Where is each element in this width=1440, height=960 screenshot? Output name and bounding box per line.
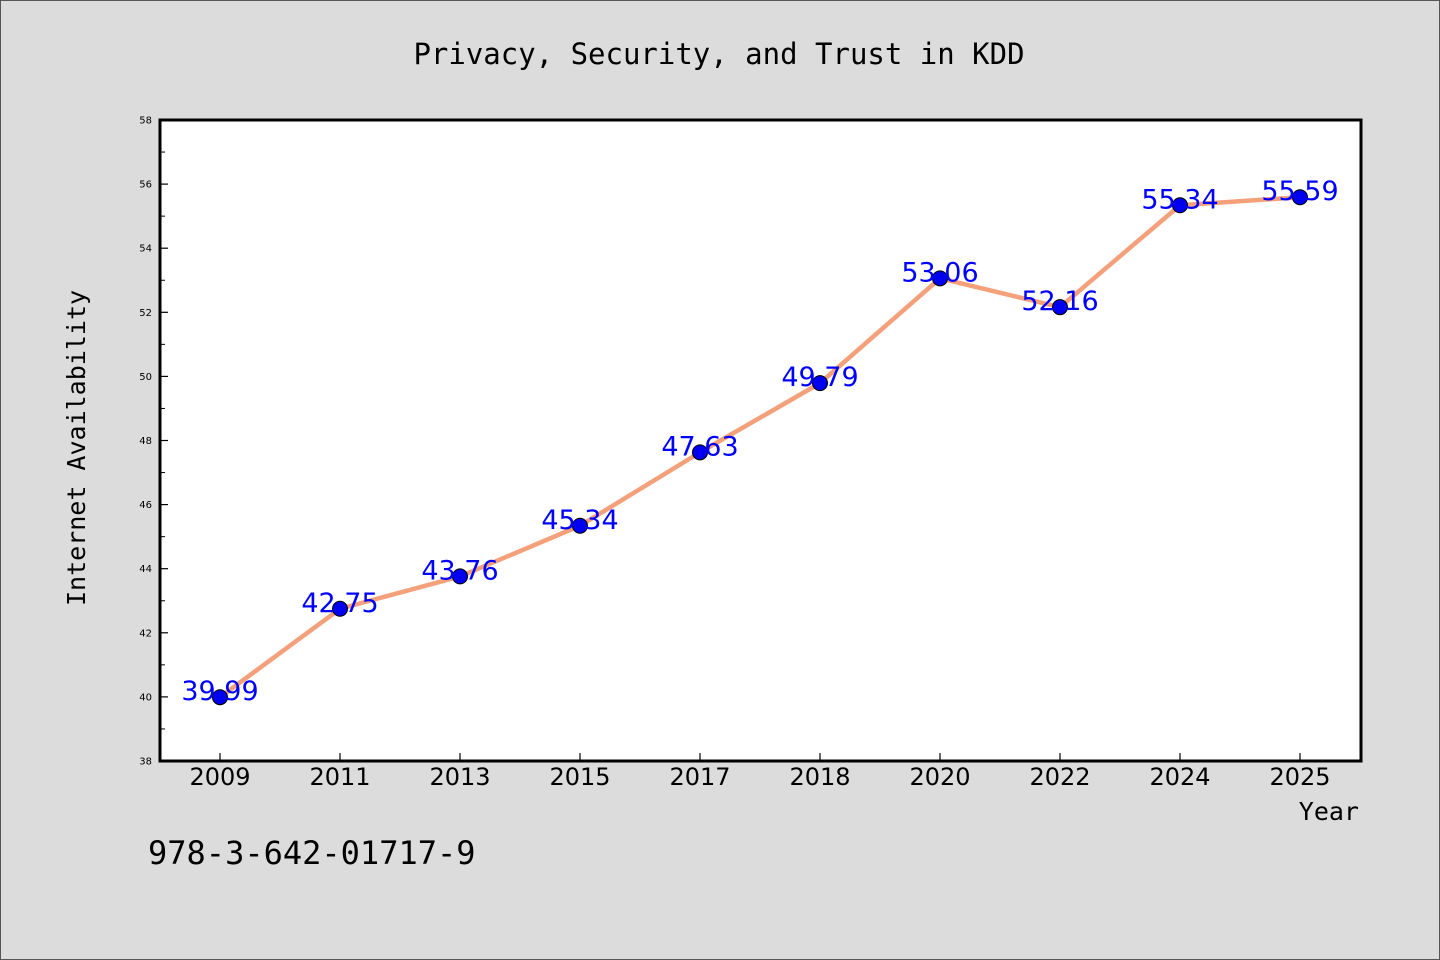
- chart-title: Privacy, Security, and Trust in KDD: [413, 37, 1024, 71]
- x-tick-label: 2025: [1269, 763, 1330, 791]
- data-label: 45.34: [541, 505, 618, 536]
- y-tick-label: 52: [139, 308, 152, 319]
- y-tick-label: 42: [139, 628, 152, 639]
- y-tick-label: 46: [139, 500, 152, 511]
- data-point: [332, 600, 348, 617]
- plot-area: [158, 118, 1363, 763]
- y-axis-label: Internet Availability: [62, 290, 91, 606]
- data-point: [212, 689, 228, 706]
- data-label: 55.59: [1261, 176, 1338, 207]
- x-tick-label: 2017: [669, 763, 730, 791]
- x-tick-label: 2009: [189, 763, 250, 791]
- y-tick-label: 44: [139, 564, 152, 575]
- data-labels: 39.99 42.75 43.76 45.34 47.63 49.79 53.06 52.16…: [181, 176, 1338, 707]
- data-point: [572, 517, 588, 534]
- x-tick-label: 2018: [789, 763, 850, 791]
- x-tick-label: 2011: [309, 763, 370, 791]
- data-point: [1172, 197, 1188, 214]
- series-markers: [212, 189, 1308, 706]
- data-label: 53.06: [901, 257, 978, 288]
- data-label: 43.76: [421, 555, 498, 586]
- series-line: [217, 194, 1303, 700]
- y-tick-label: 48: [139, 436, 152, 447]
- data-label: 39.99: [181, 676, 258, 707]
- data-label: 55.34: [1141, 184, 1218, 215]
- x-tick-label: 2020: [909, 763, 970, 791]
- y-tick-label: 54: [139, 244, 152, 255]
- x-tick-label: 2015: [549, 763, 610, 791]
- data-label: 47.63: [661, 431, 738, 462]
- x-axis-label: Year: [1299, 797, 1359, 826]
- data-point: [1292, 189, 1308, 206]
- y-tick-label: 40: [139, 692, 152, 703]
- data-point: [692, 444, 708, 461]
- footer-isbn: 978-3-642-01717-9: [148, 834, 476, 872]
- x-axis: 2009 2011 2013 2015 2017 2018 2020 2022 2024 2025: [189, 753, 1331, 791]
- data-point: [812, 375, 828, 392]
- data-label: 49.79: [781, 362, 858, 393]
- y-tick-label: 58: [139, 116, 152, 127]
- y-tick-label: 38: [139, 757, 152, 768]
- data-point: [1052, 299, 1068, 316]
- series-line-group: [217, 194, 1303, 700]
- y-axis: 38 40 42 44 46 48 50 52 54 56 58: [139, 116, 168, 768]
- data-label: 42.75: [301, 588, 378, 619]
- data-point: [932, 270, 948, 287]
- y-tick-label: 50: [139, 372, 152, 383]
- data-point: [452, 568, 468, 585]
- x-tick-label: 2024: [1149, 763, 1210, 791]
- y-tick-label: 56: [139, 180, 152, 191]
- x-tick-label: 2022: [1029, 763, 1090, 791]
- data-label: 52.16: [1021, 286, 1098, 317]
- x-tick-label: 2013: [429, 763, 490, 791]
